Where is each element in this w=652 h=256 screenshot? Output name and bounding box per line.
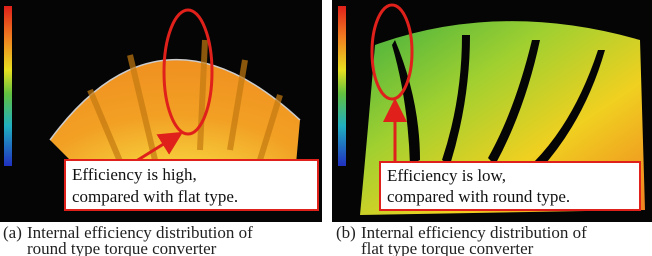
callout-text: Efficiency is high,	[72, 165, 197, 184]
caption-label: (b)	[336, 223, 356, 242]
panel-a: Efficiency is high, compared with flat t…	[0, 0, 322, 256]
caption-text: flat type torque converter	[361, 239, 534, 256]
callout-text: compared with round type.	[387, 187, 570, 206]
callout-text: compared with flat type.	[72, 187, 238, 206]
caption-text: round type torque converter	[27, 239, 217, 256]
callout-text: Efficiency is low,	[387, 166, 506, 185]
color-bar	[4, 6, 12, 166]
color-bar	[338, 6, 346, 166]
caption-label: (a)	[3, 223, 22, 242]
figure: Efficiency is high, compared with flat t…	[0, 0, 652, 256]
panel-b: Efficiency is low, compared with round t…	[332, 0, 652, 256]
